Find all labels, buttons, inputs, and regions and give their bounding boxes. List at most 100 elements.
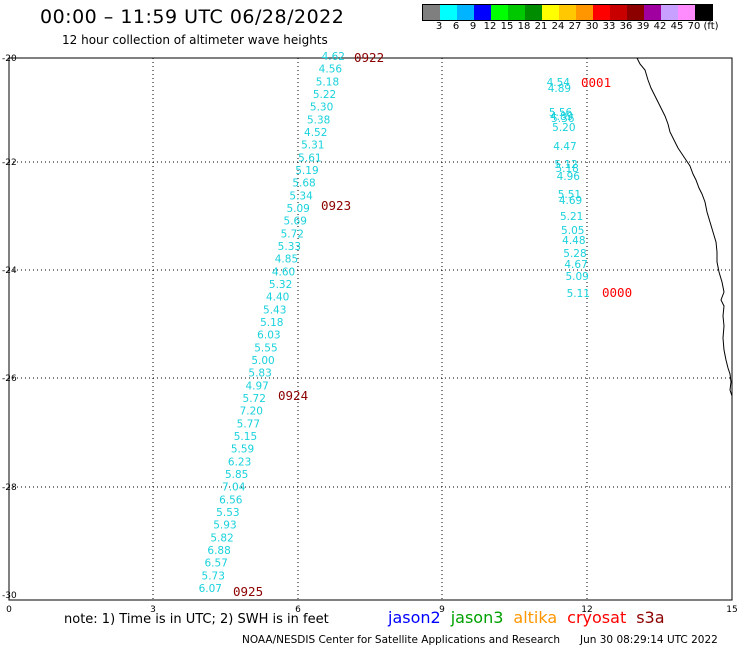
swh-value: 5.69 — [284, 216, 307, 228]
swh-value: 5.22 — [313, 89, 336, 101]
mission-s3a: s3a — [636, 608, 665, 627]
scale-label: 3 — [435, 21, 443, 32]
swh-value: 4.48 — [562, 235, 585, 247]
scale-swatch — [678, 5, 695, 20]
swh-value: 5.30 — [310, 102, 333, 114]
scale-swatch — [627, 5, 644, 20]
longitude-label: 6 — [295, 605, 301, 615]
map-frame — [8, 57, 733, 601]
mission-legend: jason2 jason3 altika cryosat s3a — [388, 608, 675, 627]
swh-value: 5.18 — [555, 163, 578, 175]
scale-label: 33 — [602, 21, 616, 32]
swh-value: 5.55 — [254, 342, 277, 354]
swh-value: 5.59 — [231, 444, 254, 456]
swh-value: 4.97 — [245, 380, 268, 392]
pass-time-label: 0924 — [278, 388, 308, 403]
wave-height-color-scale — [422, 4, 713, 21]
latitude-label: -28 — [2, 483, 17, 493]
longitude-label: 3 — [150, 605, 156, 615]
longitude-label: 15 — [726, 605, 737, 615]
swh-value: 5.20 — [552, 122, 575, 134]
swh-value: 4.62 — [322, 51, 345, 63]
swh-value: 6.23 — [228, 456, 251, 468]
latitude-label: -24 — [2, 266, 17, 276]
footer-timestamp: Jun 30 08:29:14 UTC 2022 — [580, 634, 718, 646]
mission-altika: altika — [513, 608, 558, 627]
swh-value: 5.15 — [234, 431, 257, 443]
swh-value: 4.47 — [553, 141, 576, 153]
latitude-label: -30 — [2, 591, 17, 601]
latitude-label: -20 — [2, 54, 17, 64]
swh-value: 5.33 — [278, 241, 301, 253]
scale-swatch — [542, 5, 559, 20]
scale-label: 27 — [568, 21, 582, 32]
scale-swatch — [576, 5, 593, 20]
swh-value: 7.20 — [240, 406, 263, 418]
scale-swatch — [474, 5, 491, 20]
scale-label: 15 — [500, 21, 514, 32]
swh-value: 4.85 — [275, 254, 298, 266]
latitude-label: -26 — [2, 374, 17, 384]
pass-time-label: 0000 — [602, 285, 632, 300]
swh-value: 5.85 — [225, 469, 248, 481]
swh-value: 5.38 — [307, 114, 330, 126]
swh-value: 5.21 — [560, 211, 583, 223]
swh-value: 5.09 — [565, 271, 588, 283]
swh-value: 4.56 — [319, 64, 343, 76]
scale-label: 9 — [469, 21, 477, 32]
scale-swatch — [491, 5, 508, 20]
scale-label: 36 — [619, 21, 633, 32]
scale-swatch — [457, 5, 474, 20]
swh-value: 6.57 — [204, 558, 227, 570]
longitude-label: 12 — [581, 605, 592, 615]
swh-value: 5.11 — [567, 288, 590, 300]
swh-value: 5.72 — [243, 393, 266, 405]
swh-value: 5.82 — [210, 532, 233, 544]
altimeter-track-left: 4.624.565.185.225.305.384.525.315.615.19… — [199, 50, 385, 599]
swh-value: 4.69 — [559, 195, 582, 207]
map-subtitle: 12 hour collection of altimeter wave hei… — [62, 33, 328, 47]
scale-label: 21 — [534, 21, 548, 32]
swh-value: 6.56 — [219, 494, 243, 506]
map-title: 00:00 – 11:59 UTC 06/28/2022 — [40, 6, 345, 28]
scale-swatch — [559, 5, 576, 20]
swh-value: 5.43 — [263, 304, 286, 316]
pass-time-label: 0922 — [354, 50, 384, 65]
swh-value: 5.36 — [551, 113, 575, 125]
scale-swatch — [508, 5, 525, 20]
latitude-labels: -20 -22 -24 -26 -28 -30 — [2, 54, 17, 601]
swh-value: 4.40 — [266, 292, 289, 304]
swh-value: 6.88 — [207, 545, 230, 557]
scale-swatch — [593, 5, 610, 20]
longitude-label: 9 — [439, 605, 445, 615]
swh-value: 7.04 — [222, 482, 246, 494]
swh-value: 6.07 — [199, 583, 222, 595]
scale-swatch — [661, 5, 678, 20]
scale-swatch — [644, 5, 661, 20]
swh-value: 6.03 — [257, 330, 280, 342]
scale-label: 45 — [670, 21, 684, 32]
swh-value: 4.60 — [272, 266, 295, 278]
swh-value: 4.89 — [550, 111, 573, 123]
swh-value: 5.05 — [561, 225, 584, 237]
swh-value: 4.67 — [564, 259, 587, 271]
altimeter-track-right: 4.544.895.564.895.365.204.475.125.184.96… — [547, 75, 633, 300]
swh-value: 5.68 — [292, 178, 315, 190]
swh-value: 5.56 — [549, 107, 573, 119]
scale-label: 70 — [687, 21, 701, 32]
swh-value: 5.72 — [281, 228, 304, 240]
scale-label: 42 — [653, 21, 667, 32]
mission-cryosat: cryosat — [567, 608, 627, 627]
swh-value: 5.93 — [213, 520, 236, 532]
pass-time-label: 0001 — [581, 75, 611, 90]
longitude-labels: 0 3 6 9 12 15 — [6, 605, 738, 615]
swh-value: 5.73 — [202, 570, 225, 582]
longitude-label: 0 — [6, 605, 12, 615]
scale-swatch — [423, 5, 440, 20]
scale-label: 12 — [483, 21, 497, 32]
swh-value: 5.51 — [558, 189, 581, 201]
swh-value: 5.77 — [237, 418, 260, 430]
swh-value: 5.53 — [216, 507, 239, 519]
scale-label: 24 — [551, 21, 565, 32]
